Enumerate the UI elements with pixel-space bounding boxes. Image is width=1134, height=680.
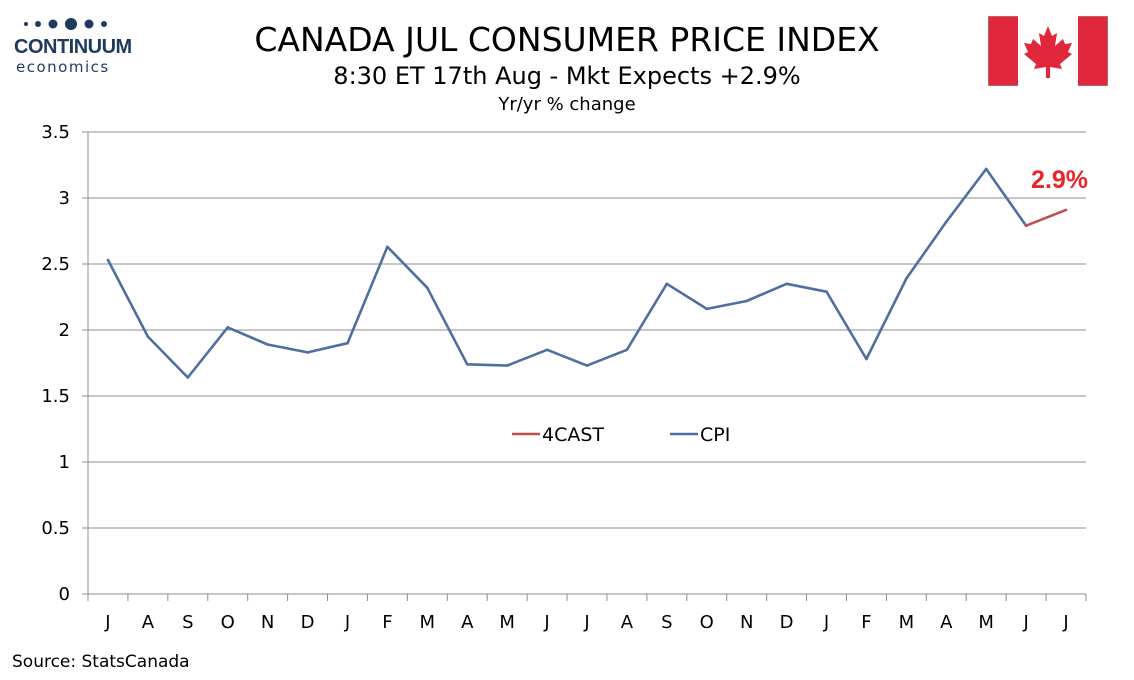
legend-label: CPI: [700, 424, 730, 446]
x-tick-label: S: [182, 612, 193, 633]
x-tick-label: O: [221, 612, 235, 633]
source-note: Source: StatsCanada: [12, 652, 190, 672]
canada-flag-icon: [988, 16, 1108, 86]
x-tick-label: M: [978, 612, 994, 633]
chart-series: [106, 167, 1068, 379]
y-tick-label: 2: [59, 320, 70, 341]
data-point: [106, 258, 110, 262]
logo-sub: economics: [16, 58, 110, 76]
chart-unit-label: Yr/yr % change: [498, 94, 636, 115]
chart-subtitle: 8:30 ET 17th Aug - Mkt Expects +2.9%: [333, 62, 801, 90]
data-point: [785, 282, 788, 286]
x-tick-label: J: [583, 612, 589, 633]
x-tick-label: D: [780, 612, 794, 633]
chart-axes: [82, 131, 1087, 601]
y-tick-label: 0: [59, 584, 70, 605]
x-tick-label: F: [861, 612, 871, 633]
data-point: [306, 351, 309, 354]
x-tick-label: J: [1022, 612, 1028, 633]
data-point: [386, 245, 389, 249]
x-tick-label: S: [661, 612, 672, 633]
y-axis-ticks: 0 0.5 1 1.5 2 2.5 3 3.5: [41, 122, 70, 605]
data-point: [705, 307, 709, 311]
x-tick-label: J: [823, 612, 829, 633]
x-tick-label: J: [543, 612, 549, 633]
y-tick-label: 3.5: [41, 122, 70, 143]
data-point: [1024, 224, 1028, 228]
data-point: [226, 326, 230, 329]
data-point: [825, 290, 828, 294]
y-tick-label: 1: [59, 452, 70, 473]
y-tick-label: 1.5: [41, 386, 70, 407]
x-tick-label: A: [940, 612, 953, 633]
chart-annotations: 2.9%: [1031, 166, 1088, 194]
data-point: [984, 167, 988, 171]
y-tick-label: 0.5: [41, 518, 70, 539]
x-tick-label: A: [461, 612, 474, 633]
x-tick-label: J: [344, 612, 350, 633]
x-tick-label: D: [301, 612, 315, 633]
series-line-cpi: [106, 167, 1028, 379]
data-point: [186, 376, 190, 379]
data-point: [905, 277, 908, 280]
data-point: [505, 364, 509, 367]
data-point: [426, 286, 429, 290]
data-point: [745, 299, 748, 303]
x-tick-label: J: [1062, 612, 1068, 633]
data-point: [944, 220, 948, 224]
chart-gridlines: [88, 131, 1086, 529]
data-point: [1064, 208, 1068, 212]
continuum-logo: CONTINUUM economics: [12, 14, 142, 76]
x-tick-label: A: [621, 612, 634, 633]
chart-title: CANADA JUL CONSUMER PRICE INDEX: [254, 20, 880, 59]
legend-label: 4CAST: [542, 424, 604, 446]
y-tick-label: 2.5: [41, 254, 70, 275]
x-tick-label: M: [899, 612, 915, 633]
forecast-annotation: 2.9%: [1031, 166, 1088, 194]
x-tick-label: O: [700, 612, 714, 633]
logo-name: CONTINUUM: [14, 36, 132, 58]
data-point: [465, 363, 469, 366]
data-point: [346, 341, 349, 345]
data-point: [865, 357, 868, 361]
data-point: [545, 348, 549, 352]
x-tick-label: A: [142, 612, 155, 633]
x-tick-label: M: [420, 612, 436, 633]
x-tick-label: N: [261, 612, 274, 633]
data-point: [665, 282, 669, 286]
data-point: [585, 364, 589, 367]
logo-dots-icon: [24, 18, 107, 30]
x-tick-label: M: [499, 612, 515, 633]
x-tick-label: F: [382, 612, 392, 633]
chart-legend: 4CAST CPI: [512, 424, 730, 446]
x-tick-label: N: [740, 612, 753, 633]
y-tick-label: 3: [59, 188, 70, 209]
data-point: [625, 348, 629, 352]
data-point: [266, 343, 269, 346]
data-point: [146, 335, 150, 338]
series-line-4cast: [1025, 208, 1067, 227]
x-tick-label: J: [104, 612, 110, 633]
